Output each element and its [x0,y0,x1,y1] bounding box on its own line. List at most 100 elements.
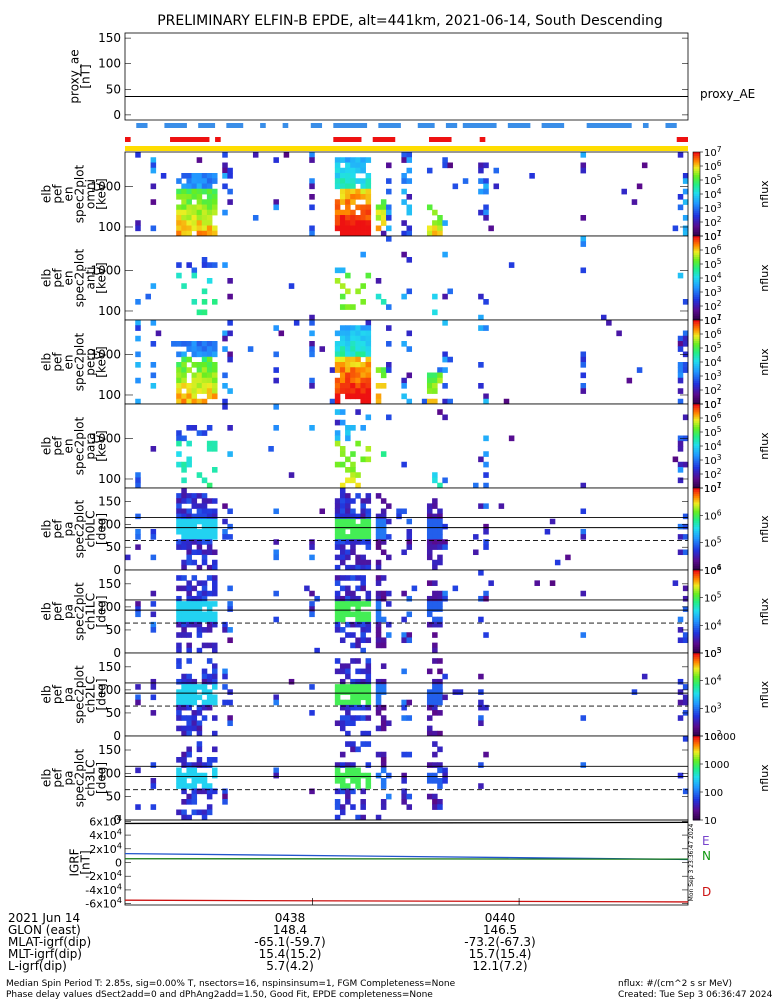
pef_pa_spec2plot_ch3LC-cell [365,778,372,784]
pef_en_spec2plot_omni-ylabel-line: elb [40,185,54,203]
pef_pa_spec2plot_ch1LC-cell [273,590,279,597]
pef_pa_spec2plot_ch1LC-cell [534,580,540,586]
pef_pa_spec2plot_ch2LC-cell [191,689,198,695]
pef_en_spec2plot_para-cell [309,425,315,431]
pef_pa_spec2plot_ch2LC-cell [186,720,192,727]
pef_pa_spec2plot_ch1LC-colorbar-swatch [693,570,700,573]
pef_en_spec2plot_perp-cell [135,351,141,358]
pef_pa_spec2plot_ch2LC-cell [380,684,387,690]
pef_pa_spec2plot_ch1LC-cell [196,590,203,597]
pef_en_spec2plot_perp-cell [355,388,361,394]
pef_en_spec2plot_perp-cell [206,367,213,373]
pef_pa_spec2plot_ch0LC-cell [273,508,279,515]
pef_pa_spec2plot_ch0LC-cell [432,529,438,535]
pef_pa_spec2plot_ch1LC-cell [186,590,192,597]
pef_pa_spec2plot_ch1LC-cell [206,642,213,649]
pef_en_spec2plot_perp-colorbar-swatch [693,357,700,361]
proxy-ae-ytick-label: 150 [98,31,121,45]
pef_en_spec2plot_anti-colorbar-swatch [693,263,700,266]
pef_en_spec2plot_omni-cell [365,209,372,216]
pef_en_spec2plot_omni-cell [227,199,233,205]
pef_pa_spec2plot_ch0LC-cell [437,513,443,520]
pef_pa_spec2plot_ch2LC-cell [365,668,372,675]
pef_pa_spec2plot_ch0LC-colorbar-swatch [693,545,700,548]
pef_en_spec2plot_para-cell [227,425,233,431]
pef_pa_spec2plot_ch1LC-cell [432,642,438,649]
pef_pa_spec2plot_ch0LC-cell [135,534,141,540]
pef_pa_spec2plot_ch0LC-colorbar-tick-label: 104 [704,563,722,577]
pef_en_spec2plot_anti-cell [386,304,392,310]
pef_en_spec2plot_perp-cell [212,367,218,373]
pef_pa_spec2plot_ch2LC-colorbar-swatch [693,711,700,714]
pef_en_spec2plot_anti-colorbar-swatch [693,236,700,239]
pef_en_spec2plot_para-cell [677,440,684,447]
pef_pa_spec2plot_ch0LC-colorbar-swatch [693,549,700,553]
pef_en_spec2plot_para-cell [181,435,187,442]
pef_pa_spec2plot_ch2LC-cell [212,730,218,737]
pef_pa_spec2plot_ch3LC-cell [181,778,187,784]
pef_en_spec2plot_para-colorbar-swatch [693,443,700,447]
pef_pa_spec2plot_ch0LC-cell [186,518,192,525]
pef_pa_spec2plot_ch1LC-ytick-label: 0 [113,646,121,660]
pef_pa_spec2plot_ch2LC-colorbar-swatch [693,679,700,683]
pef_pa_spec2plot_ch2LC-cell [227,715,233,721]
pef_en_spec2plot_perp-colorbar-swatch [693,397,700,401]
pef_pa_spec2plot_ch0LC-cell [222,503,228,509]
pef_pa_spec2plot_ch1LC-cell [386,632,392,638]
pef_pa_spec2plot_ch1LC-ylabel-line: [deg] [95,596,109,628]
pef_en_spec2plot_perp-ytick-label: 100 [98,388,121,402]
pef_pa_spec2plot_ch1LC-ylabel-line: pef [51,601,65,621]
pef_pa_spec2plot_ch2LC-ylabel-line: spec2plot [73,665,87,724]
pef_pa_spec2plot_ch3LC-colorbar-swatch [693,757,700,760]
pef_pa_spec2plot_ch0LC-cell [201,498,208,504]
pef_en_spec2plot_para-colorbar-swatch [693,416,700,420]
pef_pa_spec2plot_ch1LC-cell [406,611,413,618]
pef_en_spec2plot_omni-colorbar-swatch [693,208,700,212]
pef_pa_spec2plot_ch2LC-ylabel-line: pa [62,687,76,702]
pef_pa_spec2plot_ch0LC-cell [150,554,157,561]
pef_en_spec2plot_omni-cell [432,230,438,237]
pef_pa_spec2plot_ch0LC-cell [196,549,203,556]
pef_pa_spec2plot_ch1LC-cell [309,611,315,618]
pef_en_spec2plot_perp-cell [181,383,187,389]
pef_pa_spec2plot_ch0LC-cell [191,539,198,545]
pef_pa_spec2plot_ch2LC-cell [437,730,443,737]
pef_pa_spec2plot_ch0LC-cell [432,503,438,509]
pef_pa_spec2plot_ch1LC-cell [201,642,208,649]
pef_pa_spec2plot_ch1LC-cell [432,595,438,602]
pef_pa_spec2plot_ch1LC-cell [339,595,346,602]
pef_pa_spec2plot_ch3LC-colorbar-swatch [693,765,700,768]
pef_pa_spec2plot_ch0LC-ylabel-line: pef [51,519,65,539]
pef_pa_spec2plot_ch2LC-cell [339,720,346,727]
pef_pa_spec2plot_ch0LC-cell [176,523,182,530]
pef_en_spec2plot_anti-ylabel-line: elb [40,269,54,287]
pef_en_spec2plot_omni-cell [677,152,684,158]
pef_pa_spec2plot_ch1LC-cell [432,606,438,612]
pef_pa_spec2plot_ch2LC-cell [631,689,638,695]
pef_en_spec2plot_omni-cell [309,204,315,211]
pef_en_spec2plot_anti-cell [201,288,208,295]
pef_pa_spec2plot_ch2LC-cell [176,689,182,695]
pef_pa_spec2plot_ch1LC-cell [304,585,310,592]
pef_en_spec2plot_perp-cell [339,356,346,363]
pef_pa_spec2plot_ch3LC-cell [345,788,351,795]
pef_en_spec2plot_perp-cell [437,372,443,379]
pef_pa_spec2plot_ch1LC-cell [222,621,228,628]
pef_en_spec2plot_omni-cell [360,157,366,163]
pef_en_spec2plot_perp-cell [365,362,372,368]
pef_en_spec2plot_para-colorbar-swatch [693,448,700,451]
pef_en_spec2plot_perp-cell [421,398,428,405]
pef_pa_spec2plot_ch2LC-cell [365,673,372,680]
pef_pa_spec2plot_ch0LC-cell [227,523,233,530]
pef_pa_spec2plot_ch0LC-cell [191,529,198,535]
pef_pa_spec2plot_ch1LC-cell [345,595,351,602]
pef_pa_spec2plot_ch3LC-cell [355,814,361,821]
pef_pa_spec2plot_ch3LC-colorbar-tick-label: 1000 [704,760,729,771]
pef_en_spec2plot_omni-cell [186,183,192,190]
pef_en_spec2plot_perp-cell [355,377,361,384]
pef_en_spec2plot_para-cell [334,435,341,442]
pef_en_spec2plot_para-cell [437,482,443,489]
pef_en_spec2plot_omni-cell [360,183,366,190]
pef_en_spec2plot_perp-cell [375,398,382,405]
